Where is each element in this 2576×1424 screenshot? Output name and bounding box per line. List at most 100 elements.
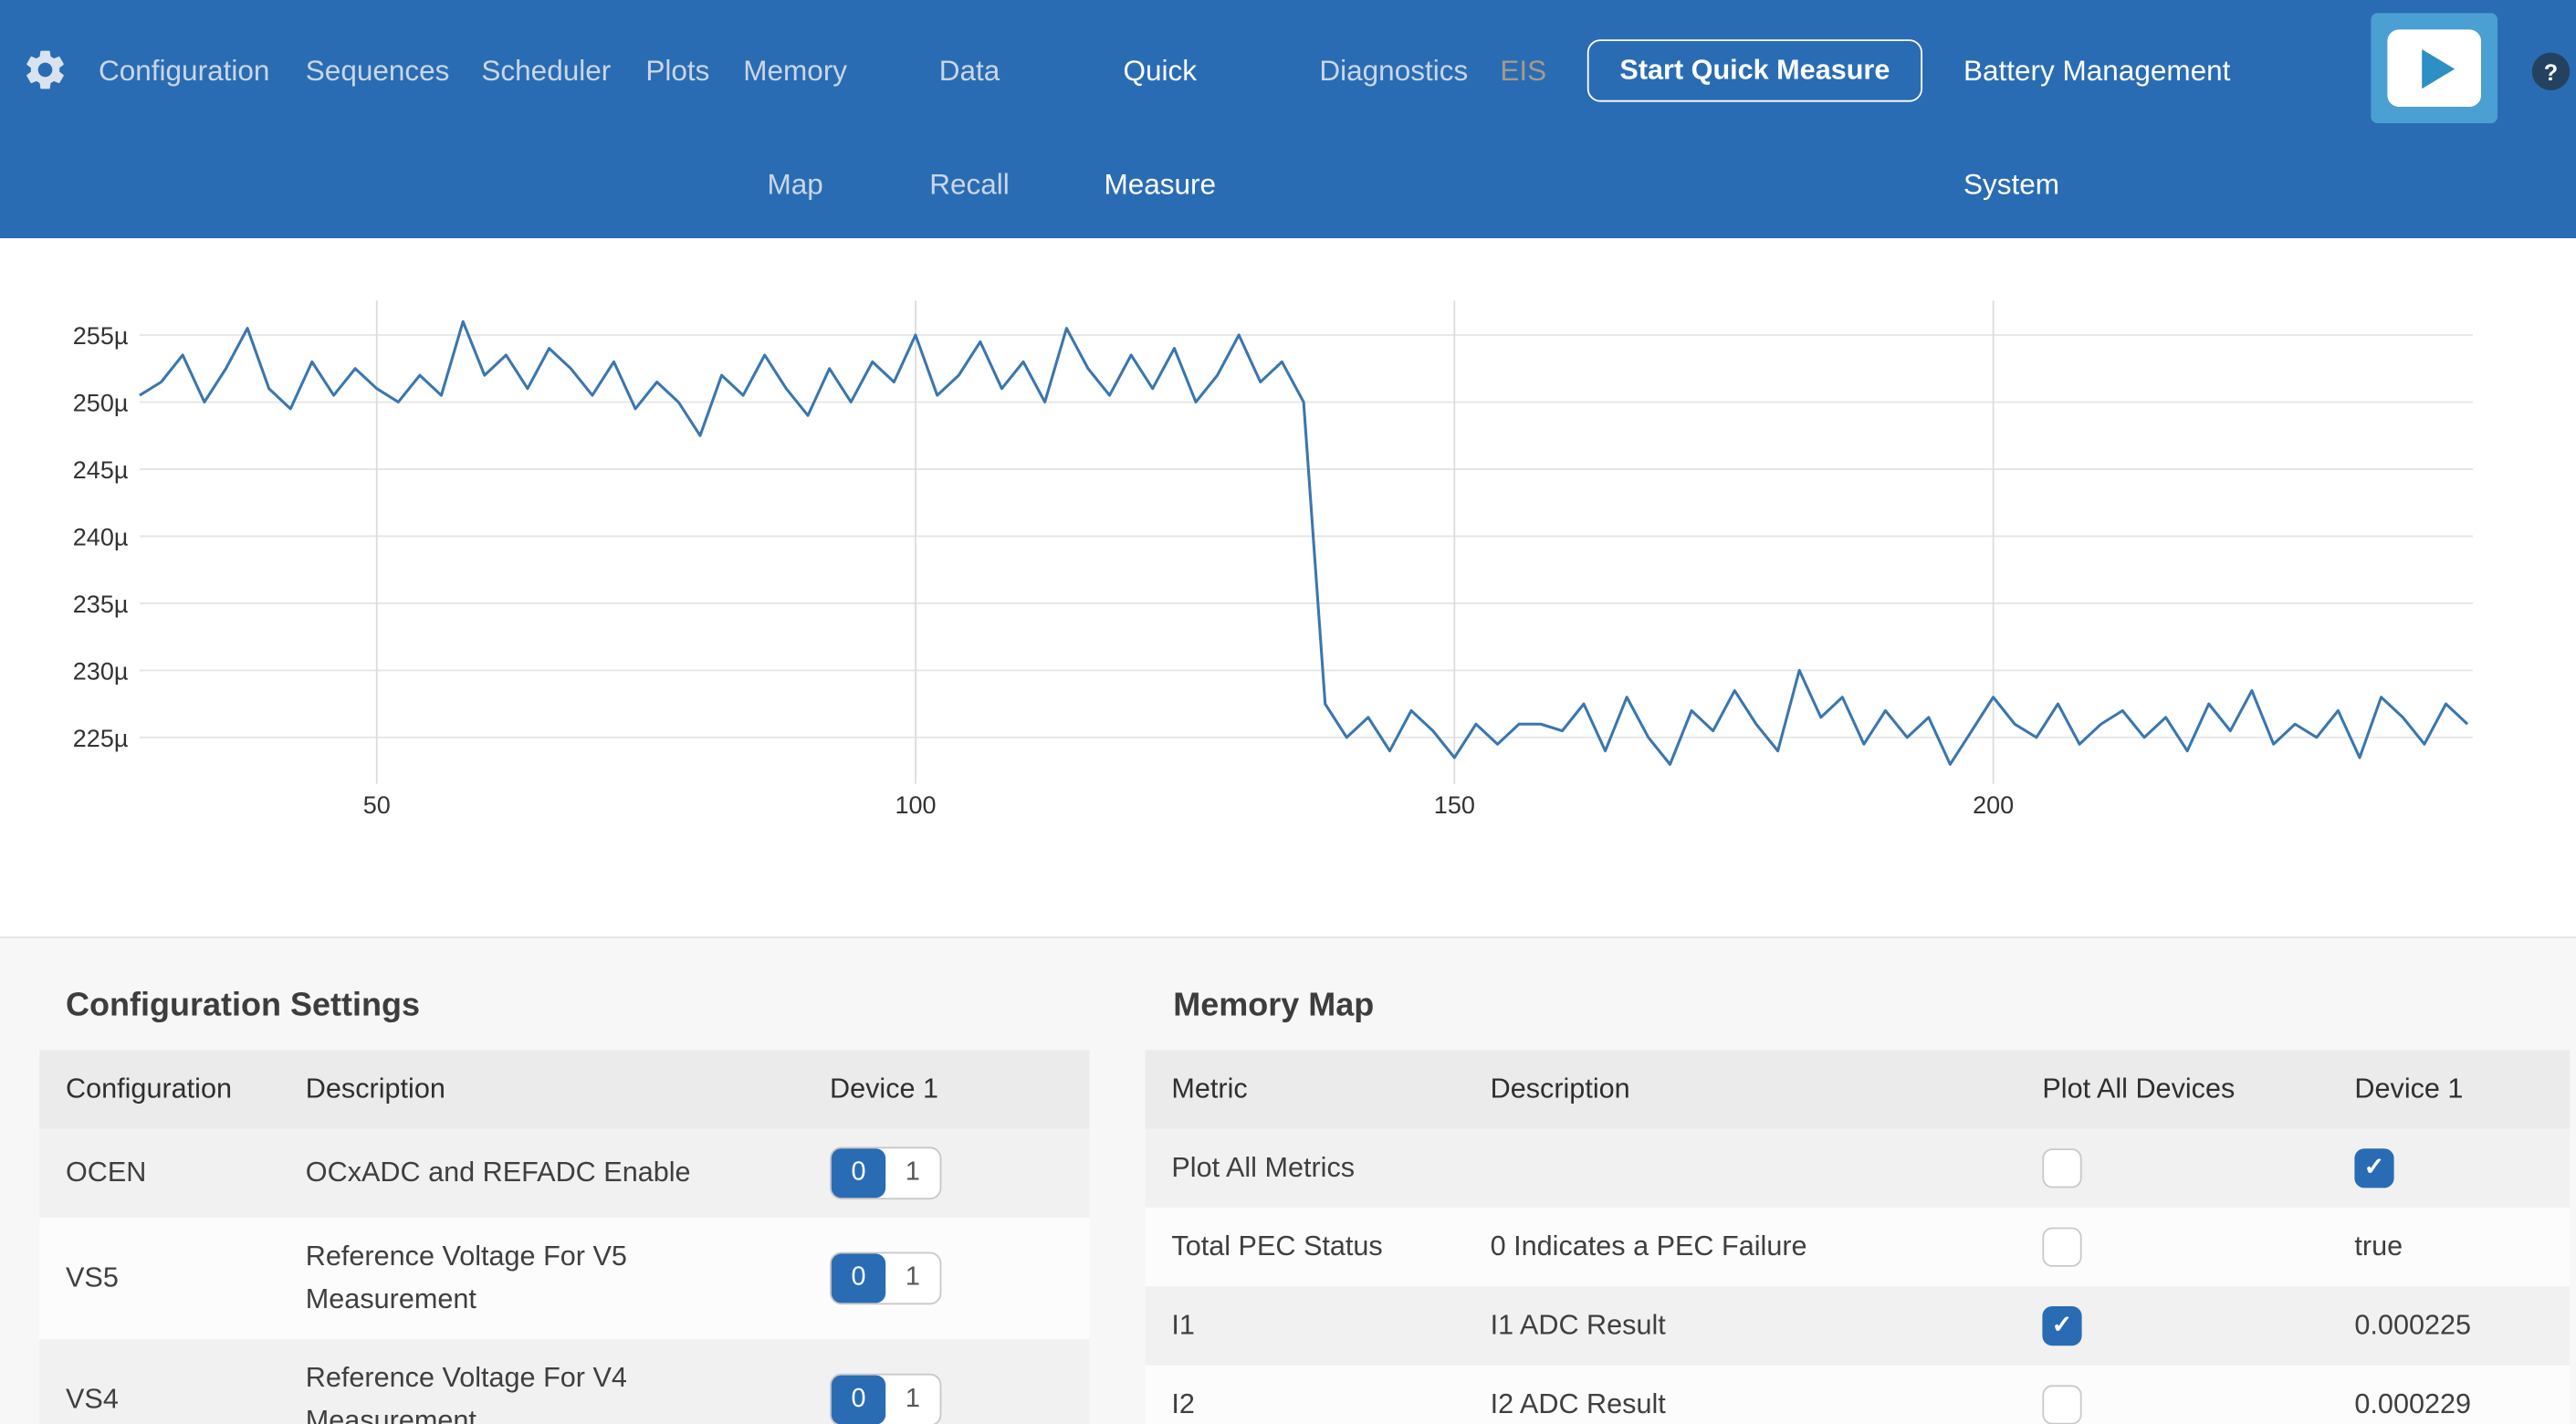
run-button[interactable] bbox=[2371, 13, 2497, 123]
plot-all-devices-cell bbox=[2042, 1367, 2354, 1424]
nav-item-plots[interactable]: Plots bbox=[645, 54, 710, 88]
column-header-metric: Metric bbox=[1171, 1073, 1248, 1105]
memory-map-table: Metric Description Plot All Devices Device … bbox=[1145, 1050, 2571, 1424]
x-tick-label: 150 bbox=[1434, 791, 1475, 819]
config-name: VS5 bbox=[66, 1262, 119, 1293]
plot-all-devices-checkbox-total-pec-status[interactable] bbox=[2042, 1227, 2082, 1267]
column-header-plot-all-devices: Plot All Devices bbox=[2042, 1073, 2236, 1105]
nav-item-data-recall-line1: Data bbox=[938, 54, 1000, 88]
nav-item-quick-measure-line2: Measure bbox=[1104, 167, 1217, 201]
metric-description: I2 ADC Result bbox=[1490, 1388, 1666, 1420]
y-tick-label: 255µ bbox=[73, 322, 129, 350]
play-icon bbox=[2387, 29, 2481, 108]
memory-row-total-pec-status: Total PEC Status 0 Indicates a PEC Failur… bbox=[1145, 1208, 2571, 1287]
column-header-device-1: Device 1 bbox=[2354, 1073, 2464, 1105]
x-tick-label: 50 bbox=[363, 791, 391, 819]
memory-row-plot-all-metrics: Plot All Metrics ✓ bbox=[1145, 1128, 2571, 1208]
config-row-ocen: OCEN OCxADC and REFADC Enable 0 1 bbox=[39, 1128, 1090, 1218]
toggle-option-1[interactable]: 1 bbox=[905, 1385, 920, 1413]
device1-cell: true bbox=[2354, 1208, 2570, 1286]
y-tick-label: 225µ bbox=[73, 725, 129, 752]
top-nav: Configuration Sequences Scheduler Plots … bbox=[0, 0, 2576, 238]
metric-name: Plot All Metrics bbox=[1171, 1151, 1356, 1183]
nav-item-data-recall[interactable]: Data Recall bbox=[916, 54, 1021, 202]
metric-description bbox=[1491, 1150, 2043, 1187]
nav-item-diagnostics[interactable]: Diagnostics bbox=[1319, 54, 1469, 88]
nav-item-scheduler[interactable]: Scheduler bbox=[481, 54, 612, 88]
play-triangle-icon bbox=[2422, 48, 2456, 89]
app-title-line1: Battery Management bbox=[1963, 54, 2231, 88]
configuration-settings-table: Configuration Description Device 1 OCEN OCxA… bbox=[39, 1050, 1090, 1424]
memory-panel-title: Memory Map bbox=[1173, 987, 1375, 1024]
config-name: VS4 bbox=[66, 1383, 119, 1415]
i1-series-line bbox=[139, 319, 2469, 766]
nav-item-quick-measure-line1: Quick bbox=[1123, 54, 1198, 88]
device1-cell: ✓ bbox=[2354, 1130, 2570, 1206]
toggle-option-0[interactable]: 0 bbox=[831, 1253, 886, 1304]
device1-cell: 0.000225 bbox=[2354, 1286, 2570, 1365]
plot-all-devices-checkbox-i1[interactable]: ✓ bbox=[2042, 1306, 2082, 1346]
toggle-option-0[interactable]: 0 bbox=[831, 1375, 886, 1424]
x-tick-label: 100 bbox=[895, 791, 937, 819]
nav-item-memory-map-line1: Memory bbox=[743, 54, 848, 88]
memory-row-i1: I1 I1 ADC Result ✓ 0.000225 bbox=[1145, 1286, 2571, 1366]
metric-description: I1 ADC Result bbox=[1490, 1309, 1666, 1341]
settings-gear-icon[interactable] bbox=[21, 46, 68, 93]
config-description: Reference Voltage For V4 Measurement bbox=[305, 1362, 627, 1424]
device1-value: true bbox=[2354, 1230, 2403, 1262]
column-header-description: Description bbox=[1490, 1073, 1630, 1105]
device1-checkbox-plot-all-metrics[interactable]: ✓ bbox=[2354, 1148, 2394, 1188]
toggle-option-1[interactable]: 1 bbox=[905, 1158, 920, 1187]
nav-item-sequences[interactable]: Sequences bbox=[305, 54, 450, 88]
metric-name: I2 bbox=[1171, 1388, 1195, 1420]
y-tick-label: 230µ bbox=[73, 657, 129, 685]
nav-item-eis: EIS bbox=[1500, 54, 1547, 88]
app-title: Battery Management System bbox=[1963, 54, 2230, 202]
device1-value: 0.000229 bbox=[2354, 1388, 2472, 1420]
config-description: Reference Voltage For V5 Measurement bbox=[305, 1241, 627, 1314]
nav-item-memory-map[interactable]: Memory Map bbox=[733, 54, 858, 202]
plot-all-devices-cell bbox=[2042, 1130, 2354, 1206]
y-tick-label: 245µ bbox=[73, 456, 129, 484]
config-description: OCxADC and REFADC Enable bbox=[305, 1157, 691, 1188]
y-tick-label: 240µ bbox=[73, 523, 129, 550]
column-header-description: Description bbox=[305, 1073, 445, 1105]
toggle-option-0[interactable]: 0 bbox=[831, 1148, 886, 1199]
plot-all-devices-checkbox-i2[interactable] bbox=[2042, 1385, 2082, 1424]
memory-table-header: Metric Description Plot All Devices Device … bbox=[1145, 1050, 2571, 1129]
config-row-vs5: VS5 Reference Voltage For V5 Measurement 0… bbox=[39, 1217, 1090, 1339]
y-tick-label: 250µ bbox=[73, 389, 129, 416]
plot-all-devices-checkbox-plot-all-metrics[interactable] bbox=[2042, 1148, 2082, 1188]
measurement-line-chart: 225µ 230µ 235µ 240µ 245µ 250µ 255µ 50 100 150 200 bbox=[0, 238, 2576, 937]
nav-item-configuration[interactable]: Configuration bbox=[99, 54, 270, 88]
config-row-vs4: VS4 Reference Voltage For V4 Measurement 0… bbox=[39, 1339, 1090, 1424]
nav-item-quick-measure[interactable]: Quick Measure bbox=[1084, 54, 1236, 202]
y-tick-label: 235µ bbox=[73, 591, 129, 618]
config-table-header: Configuration Description Device 1 bbox=[39, 1050, 1090, 1129]
bottom-section: Configuration Settings Configuration Desc… bbox=[0, 937, 2576, 1424]
plot-all-devices-cell bbox=[2042, 1209, 2354, 1285]
config-panel-title: Configuration Settings bbox=[66, 987, 420, 1024]
metric-name: Total PEC Status bbox=[1171, 1230, 1383, 1262]
device1-value: 0.000225 bbox=[2354, 1309, 2472, 1341]
column-header-device-1: Device 1 bbox=[830, 1073, 939, 1105]
device1-cell: 0.000229 bbox=[2354, 1366, 2570, 1424]
app-title-line2: System bbox=[1963, 167, 2060, 201]
help-icon[interactable]: ? bbox=[2531, 52, 2571, 90]
nav-item-memory-map-line2: Map bbox=[767, 167, 823, 201]
x-tick-label: 200 bbox=[1973, 791, 2014, 819]
metric-name: I1 bbox=[1171, 1309, 1195, 1341]
toggle-option-1[interactable]: 1 bbox=[905, 1263, 920, 1292]
column-header-configuration: Configuration bbox=[66, 1073, 233, 1105]
config-name: OCEN bbox=[66, 1157, 147, 1188]
nav-item-data-recall-line2: Recall bbox=[929, 167, 1010, 201]
plot-all-devices-cell: ✓ bbox=[2042, 1288, 2354, 1364]
start-quick-measure-button[interactable]: Start Quick Measure bbox=[1586, 39, 1922, 102]
